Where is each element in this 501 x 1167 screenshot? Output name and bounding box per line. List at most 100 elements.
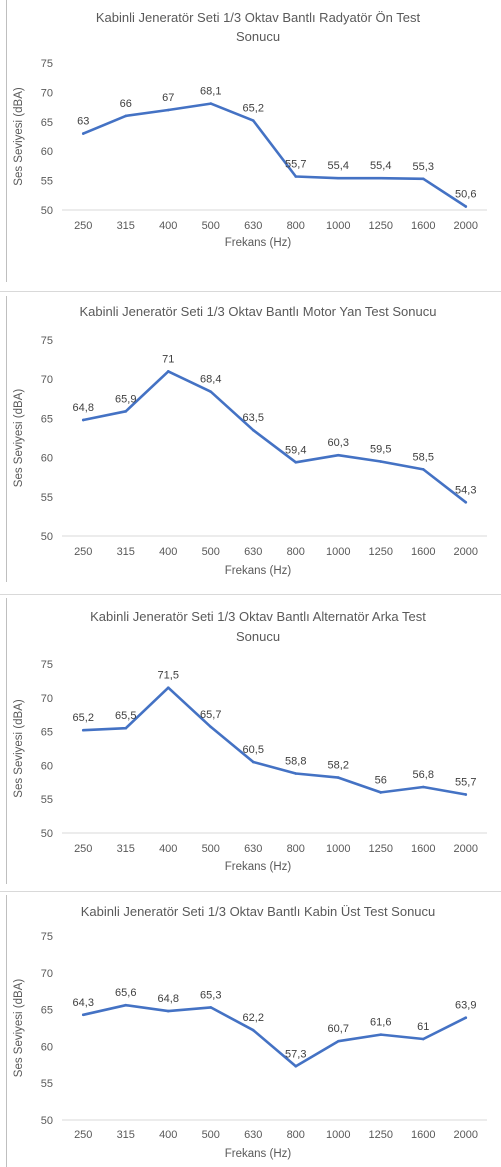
y-tick-label: 75 — [41, 659, 53, 671]
x-tick-label: 1250 — [369, 220, 393, 232]
data-label: 63,9 — [455, 1000, 476, 1012]
data-label: 65,3 — [200, 989, 221, 1001]
data-point — [294, 461, 298, 464]
x-tick-label: 630 — [244, 1129, 262, 1141]
data-point — [336, 1039, 340, 1043]
y-tick-label: 60 — [41, 146, 53, 158]
x-tick-label: 800 — [287, 546, 305, 558]
data-point — [379, 460, 383, 463]
chart-alternator-arka: Kabinli Jeneratör Seti 1/3 Oktav Bantlı … — [13, 609, 487, 873]
x-tick-label: 1600 — [411, 1129, 435, 1141]
x-tick-label: 2000 — [454, 220, 478, 232]
x-tick-label: 315 — [117, 220, 135, 232]
x-tick-label: 500 — [202, 843, 220, 855]
x-tick-label: 250 — [74, 1129, 92, 1141]
x-tick-label: 800 — [287, 843, 305, 855]
data-point — [209, 725, 213, 729]
y-tick-label: 55 — [41, 176, 53, 188]
x-tick-label: 1600 — [411, 220, 435, 232]
data-point — [251, 760, 255, 764]
panel-divider — [0, 594, 501, 595]
panel-left-border — [6, 296, 7, 582]
x-tick-label: 250 — [74, 546, 92, 558]
y-tick-label: 50 — [41, 1115, 53, 1127]
x-tick-label: 250 — [74, 220, 92, 232]
data-point — [166, 686, 170, 689]
chart-title: Sonucu — [236, 629, 280, 644]
panel-left-border — [6, 598, 7, 884]
x-axis-title: Frekans (Hz) — [225, 237, 292, 249]
data-label: 58,2 — [328, 760, 349, 772]
x-tick-label: 500 — [202, 1129, 220, 1141]
data-point — [294, 1064, 298, 1068]
data-label: 64,3 — [73, 997, 94, 1009]
y-tick-label: 70 — [41, 693, 53, 705]
y-tick-label: 50 — [41, 828, 53, 840]
data-label: 65,5 — [115, 710, 136, 722]
data-label: 57,3 — [285, 1048, 306, 1060]
y-tick-label: 75 — [41, 335, 53, 347]
y-tick-label: 50 — [41, 205, 53, 217]
series-line — [82, 1003, 468, 1068]
x-tick-label: 630 — [244, 546, 262, 558]
y-tick-label: 65 — [41, 727, 53, 739]
chart-panel-kabin-ust: Kabinli Jeneratör Seti 1/3 Oktav Bantlı … — [0, 892, 501, 1167]
data-point — [81, 728, 85, 732]
y-tick-label: 55 — [41, 794, 53, 806]
x-tick-label: 250 — [74, 843, 92, 855]
panel-divider — [0, 291, 501, 292]
data-label: 62,2 — [243, 1012, 264, 1024]
data-label: 63 — [77, 116, 89, 128]
x-tick-label: 2000 — [454, 843, 478, 855]
data-point — [336, 176, 340, 180]
y-tick-label: 60 — [41, 1041, 53, 1053]
data-point — [464, 205, 468, 208]
data-point — [464, 1016, 468, 1019]
data-label: 55,4 — [328, 160, 349, 172]
y-tick-label: 70 — [41, 87, 53, 99]
y-tick-label: 75 — [41, 58, 53, 70]
x-tick-label: 2000 — [454, 546, 478, 558]
chart-panel-radyator-on: Kabinli Jeneratör Seti 1/3 Oktav Bantlı … — [0, 0, 501, 288]
x-tick-label: 315 — [117, 546, 135, 558]
data-point — [421, 468, 425, 471]
y-tick-label: 70 — [41, 968, 53, 980]
data-label: 55,4 — [370, 160, 391, 172]
data-label: 65,2 — [73, 712, 94, 724]
y-tick-label: 75 — [41, 931, 53, 943]
x-tick-label: 315 — [117, 1129, 135, 1141]
x-tick-label: 1250 — [369, 546, 393, 558]
data-label: 59,4 — [285, 444, 306, 456]
y-tick-label: 70 — [41, 374, 53, 386]
y-tick-label: 55 — [41, 492, 53, 504]
data-point — [251, 428, 255, 432]
data-point — [421, 785, 425, 789]
data-point — [379, 1033, 383, 1036]
series-line — [82, 102, 468, 208]
data-point — [124, 1003, 128, 1007]
data-point — [464, 500, 468, 504]
x-tick-label: 1600 — [411, 546, 435, 558]
data-label: 66 — [120, 98, 132, 110]
x-tick-label: 400 — [159, 546, 177, 558]
series-line — [82, 370, 468, 504]
y-tick-label: 55 — [41, 1078, 53, 1090]
data-point — [209, 390, 213, 394]
data-point — [294, 772, 298, 775]
data-label: 65,7 — [200, 709, 221, 721]
data-point — [209, 1006, 213, 1009]
panel-left-border — [6, 895, 7, 1167]
x-tick-label: 500 — [202, 220, 220, 232]
x-tick-label: 1000 — [326, 546, 350, 558]
data-label: 55,7 — [455, 776, 476, 788]
data-point — [379, 791, 383, 794]
data-label: 54,3 — [455, 484, 476, 496]
y-tick-label: 60 — [41, 453, 53, 465]
x-tick-label: 1000 — [326, 220, 350, 232]
y-axis-title: Ses Seviyesi (dBA) — [13, 699, 25, 798]
data-point — [336, 453, 340, 457]
x-tick-label: 500 — [202, 546, 220, 558]
data-label: 68,4 — [200, 374, 221, 386]
data-point — [209, 102, 213, 105]
x-tick-label: 400 — [159, 843, 177, 855]
